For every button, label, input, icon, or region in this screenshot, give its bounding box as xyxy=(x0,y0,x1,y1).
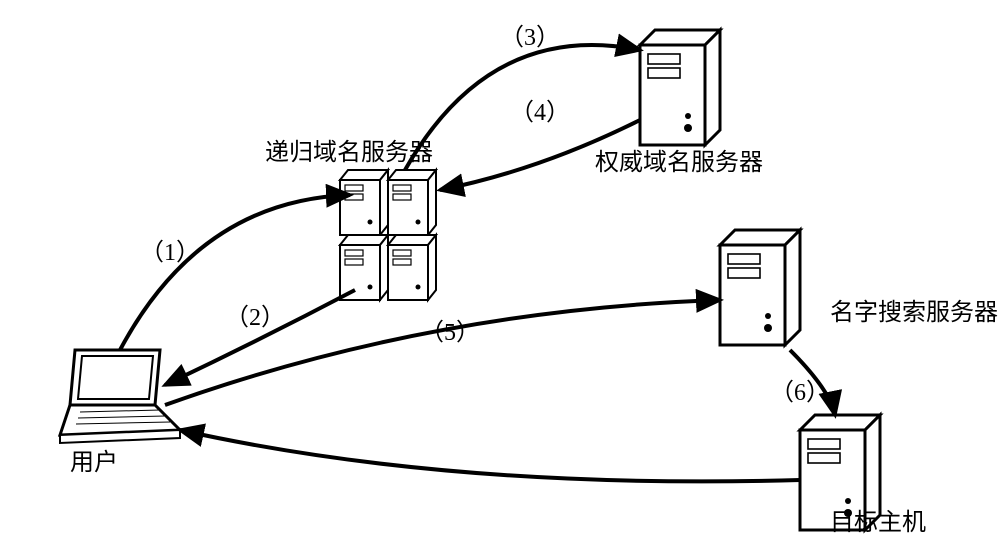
edge-6-label: （6） xyxy=(770,380,830,406)
search-node xyxy=(720,230,800,345)
edge-1-label: （1） xyxy=(140,240,200,266)
authority-label: 权威域名服务器 xyxy=(595,149,763,176)
edge-3-label: （3） xyxy=(500,25,560,51)
target-label: 目标主机 xyxy=(830,509,926,536)
edge-4-label: （4） xyxy=(510,100,570,126)
recursive-node xyxy=(340,170,436,300)
search-label: 名字搜索服务器 xyxy=(830,299,998,326)
authority-node xyxy=(640,30,720,145)
user-label: 用户 xyxy=(70,449,118,476)
user-node xyxy=(60,350,180,443)
edge-6b xyxy=(180,430,800,481)
edge-5-label: （5） xyxy=(420,320,480,346)
edge-2-label: （2） xyxy=(225,305,285,331)
recursive-label: 递归域名服务器 xyxy=(265,139,433,166)
